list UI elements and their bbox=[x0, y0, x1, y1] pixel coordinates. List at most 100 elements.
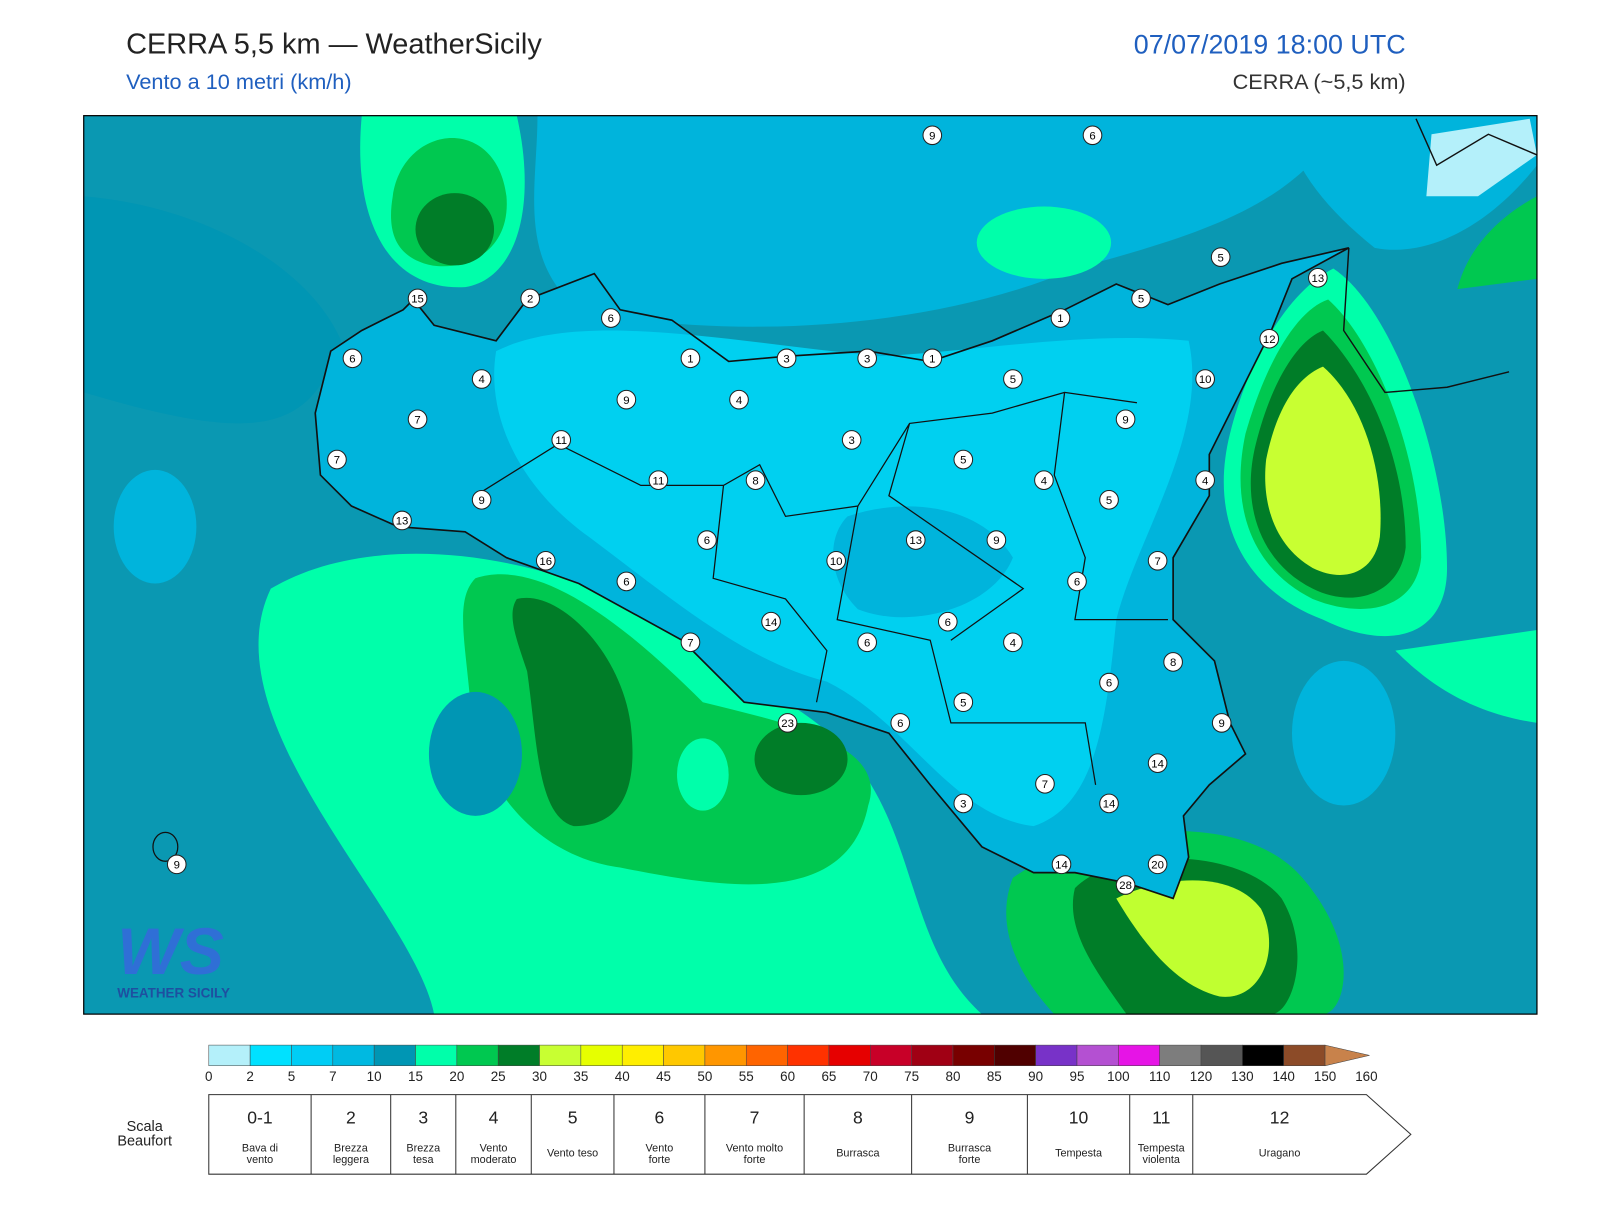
beaufort-force: 9 bbox=[965, 1108, 975, 1128]
station-marker bbox=[535, 550, 556, 571]
station-marker bbox=[1099, 672, 1119, 693]
station-marker bbox=[648, 470, 669, 491]
station-value: 7 bbox=[334, 455, 340, 467]
colorbar-segment bbox=[580, 1044, 623, 1067]
station-value: 9 bbox=[993, 535, 999, 547]
station-marker bbox=[857, 632, 878, 653]
beaufort-force: 7 bbox=[750, 1108, 760, 1128]
station-value: 5 bbox=[960, 455, 966, 467]
station-value: 3 bbox=[783, 353, 789, 365]
station-value: 6 bbox=[349, 353, 355, 365]
station-value: 11 bbox=[652, 475, 664, 487]
station-marker bbox=[342, 348, 363, 369]
station-marker bbox=[1195, 470, 1215, 491]
station-marker bbox=[1210, 247, 1231, 267]
station-value: 15 bbox=[411, 294, 424, 306]
station-value: 5 bbox=[1218, 252, 1224, 264]
station-marker bbox=[407, 288, 428, 309]
beaufort-force: 3 bbox=[418, 1108, 428, 1128]
colorbar-segment bbox=[663, 1044, 706, 1067]
station-value: 6 bbox=[945, 617, 951, 629]
station-marker bbox=[761, 611, 781, 632]
colorbar-tick-label: 100 bbox=[1107, 1069, 1129, 1084]
station-marker bbox=[1147, 753, 1168, 773]
beaufort-label: Beaufort bbox=[117, 1133, 172, 1149]
logo-text: WEATHER SICILY bbox=[117, 986, 230, 1001]
station-marker bbox=[905, 530, 926, 550]
station-marker bbox=[1050, 308, 1071, 328]
station-marker bbox=[1099, 490, 1119, 510]
station-value: 1 bbox=[1057, 313, 1063, 325]
station-marker bbox=[166, 854, 187, 875]
station-marker bbox=[697, 530, 717, 550]
colorbar-tick-label: 150 bbox=[1314, 1069, 1336, 1084]
station-value: 8 bbox=[752, 475, 758, 487]
station-value: 9 bbox=[623, 395, 629, 407]
station-marker bbox=[392, 510, 412, 531]
colorbar-tick-label: 7 bbox=[329, 1069, 336, 1084]
colorbar-tick-label: 2 bbox=[246, 1069, 253, 1084]
colorbar-tick-label: 65 bbox=[821, 1069, 836, 1084]
colorbar-segment bbox=[870, 1044, 912, 1067]
beaufort-name: Vento bbox=[646, 1142, 674, 1154]
station-marker bbox=[776, 348, 797, 369]
station-value: 6 bbox=[897, 718, 903, 730]
station-marker bbox=[937, 611, 958, 632]
station-marker bbox=[953, 449, 974, 470]
beaufort-name: forte bbox=[744, 1154, 766, 1166]
station-value: 9 bbox=[1219, 718, 1225, 730]
map bbox=[83, 115, 1537, 1015]
beaufort-name: Burrasca bbox=[836, 1148, 880, 1160]
colorbar-segment bbox=[332, 1044, 375, 1067]
station-value: 14 bbox=[1055, 860, 1068, 872]
station-value: 6 bbox=[1089, 130, 1095, 142]
colorbar-tick-label: 80 bbox=[945, 1069, 960, 1084]
colorbar-tick-label: 85 bbox=[987, 1069, 1002, 1084]
colorbar-segment bbox=[208, 1044, 251, 1067]
station-marker bbox=[1003, 369, 1023, 389]
station-marker bbox=[953, 793, 974, 814]
logo-mark: WS bbox=[117, 915, 224, 989]
colorbar-segment bbox=[291, 1044, 334, 1067]
colorbar-segment bbox=[994, 1044, 1036, 1067]
beaufort-name: Vento teso bbox=[547, 1148, 598, 1160]
colorbar-tick-label: 20 bbox=[449, 1069, 464, 1084]
colorbar-tick-label: 95 bbox=[1070, 1069, 1085, 1084]
station-marker bbox=[551, 430, 572, 450]
station-marker bbox=[1082, 125, 1103, 146]
station-value: 13 bbox=[909, 535, 922, 547]
beaufort-name: violenta bbox=[1143, 1154, 1181, 1166]
station-marker bbox=[1211, 713, 1232, 733]
station-value: 3 bbox=[849, 435, 855, 447]
station-value: 6 bbox=[1074, 577, 1080, 589]
station-marker bbox=[407, 409, 428, 430]
colorbar-segment bbox=[456, 1044, 499, 1067]
colorbar-segment bbox=[497, 1044, 540, 1067]
beaufort-force: 10 bbox=[1069, 1108, 1089, 1128]
station-marker bbox=[601, 308, 621, 328]
station-marker bbox=[616, 389, 637, 410]
colorbar-segment bbox=[704, 1044, 747, 1067]
colorbar-tick-label: 35 bbox=[573, 1069, 588, 1084]
beaufort-name: vento bbox=[247, 1154, 274, 1166]
station-marker bbox=[471, 490, 492, 510]
station-marker bbox=[616, 571, 637, 592]
station-value: 9 bbox=[1122, 414, 1128, 426]
station-marker bbox=[1131, 288, 1151, 309]
colorbar-segment bbox=[911, 1044, 954, 1067]
station-value: 9 bbox=[478, 495, 484, 507]
station-marker bbox=[1147, 854, 1168, 875]
colorbar-tick-label: 50 bbox=[697, 1069, 712, 1084]
station-marker bbox=[1051, 854, 1072, 875]
beaufort-name: Vento bbox=[480, 1142, 508, 1154]
station-value: 4 bbox=[478, 374, 484, 386]
station-value: 12 bbox=[1263, 334, 1276, 346]
colorbar-tick-label: 40 bbox=[615, 1069, 630, 1084]
station-value: 10 bbox=[830, 556, 843, 568]
station-marker bbox=[1067, 571, 1087, 592]
station-value: 9 bbox=[929, 130, 935, 142]
beaufort-force: 2 bbox=[346, 1108, 356, 1128]
station-marker bbox=[857, 348, 878, 369]
beaufort-name: forte bbox=[959, 1154, 981, 1166]
